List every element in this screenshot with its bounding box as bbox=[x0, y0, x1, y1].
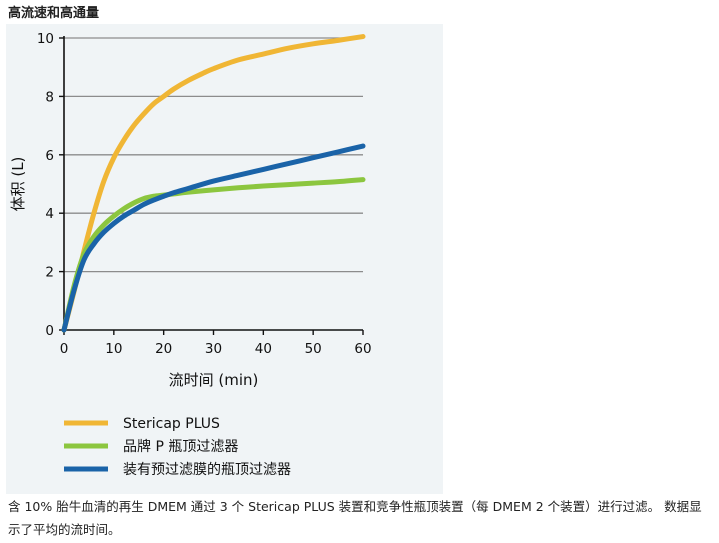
legend-label-2: 品牌 P 瓶顶过滤器 bbox=[123, 438, 238, 455]
series-line-3 bbox=[61, 143, 366, 333]
x-tick-label-30: 30 bbox=[205, 341, 222, 357]
x-tick-label-60: 60 bbox=[354, 341, 371, 357]
x-tick-label-10: 10 bbox=[105, 341, 122, 357]
tick-labels: 0 10 20 30 40 50 60 0 2 4 6 8 10 bbox=[37, 31, 372, 357]
figure-caption: 含 10% 胎牛血清的再生 DMEM 通过 3 个 Stericap PLUS … bbox=[8, 499, 702, 537]
y-tick-label-6: 6 bbox=[45, 148, 54, 164]
series-line-1 bbox=[61, 34, 366, 333]
y-tick-label-2: 2 bbox=[45, 265, 54, 281]
x-tick-label-40: 40 bbox=[255, 341, 272, 357]
x-tick-label-0: 0 bbox=[60, 341, 69, 357]
axes bbox=[59, 36, 364, 335]
page-title: 高流速和高通量 bbox=[8, 6, 100, 21]
y-axis-label: 体积 (L) bbox=[9, 157, 27, 212]
x-tick-label-20: 20 bbox=[155, 341, 172, 357]
legend-label-3: 装有预过滤膜的瓶顶过滤器 bbox=[123, 462, 291, 478]
y-tick-label-0: 0 bbox=[45, 323, 54, 339]
line-chart: 0 10 20 30 40 50 60 0 2 4 6 8 10 流时间 (min) 体积 (L) St… bbox=[9, 31, 372, 478]
y-tick-label-8: 8 bbox=[45, 89, 54, 105]
series-line-2 bbox=[61, 177, 366, 333]
chart-panel: 0 10 20 30 40 50 60 0 2 4 6 8 10 流时间 (min) 体积 (L) St… bbox=[6, 24, 443, 494]
y-tick-label-10: 10 bbox=[37, 31, 54, 47]
series-lines bbox=[61, 34, 366, 333]
legend-label-1: Stericap PLUS bbox=[123, 416, 220, 432]
y-tick-label-4: 4 bbox=[45, 206, 54, 222]
x-axis-label: 流时间 (min) bbox=[169, 371, 259, 389]
x-tick-label-50: 50 bbox=[305, 341, 322, 357]
